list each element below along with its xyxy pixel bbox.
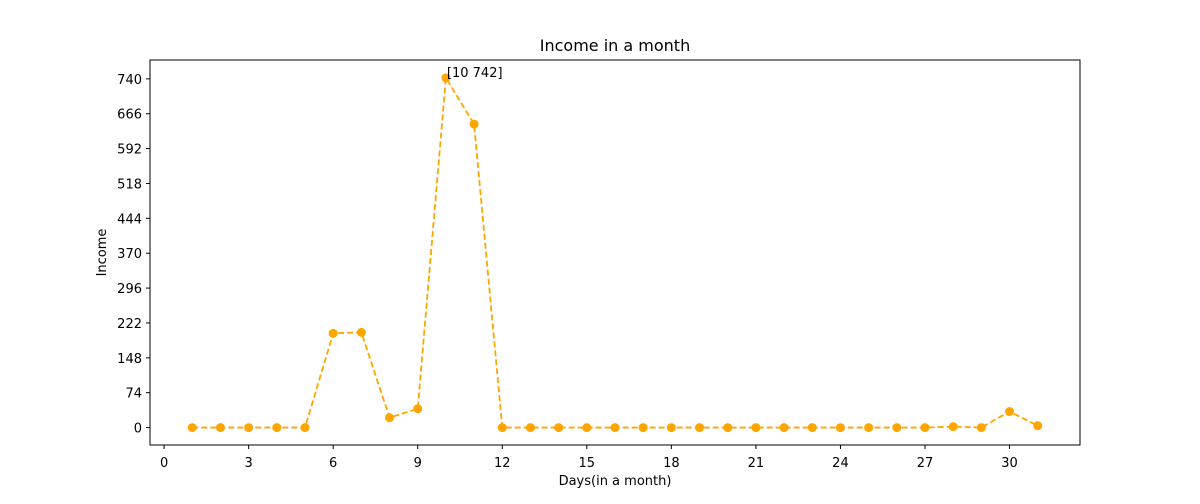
data-point — [272, 423, 282, 433]
data-point — [244, 423, 254, 433]
data-point — [835, 423, 845, 433]
data-point — [638, 423, 648, 433]
x-tick-label: 15 — [579, 456, 596, 471]
data-point — [525, 423, 535, 433]
y-tick-label: 296 — [117, 282, 142, 297]
data-point — [356, 327, 366, 337]
y-tick-label: 666 — [117, 108, 142, 123]
data-point — [215, 423, 225, 433]
plot-frame — [149, 59, 1081, 446]
x-tick-label: 3 — [244, 456, 252, 471]
data-point — [723, 423, 733, 433]
data-point — [497, 423, 507, 433]
data-point — [554, 423, 564, 433]
y-tick-label: 370 — [117, 247, 142, 262]
data-point — [441, 73, 451, 83]
y-axis-label: Income — [95, 229, 110, 277]
data-point — [864, 423, 874, 433]
x-tick-label: 12 — [494, 456, 511, 471]
data-layer: [10 742] — [187, 66, 1043, 433]
ticks-layer: 0 3 6 9 12 15 18 21 24 27 30 0 74 148 222 296 370 444 518 5… — [117, 73, 1018, 471]
chart-title: Income in a month — [540, 36, 690, 55]
x-tick-label: 18 — [663, 456, 680, 471]
data-point — [779, 423, 789, 433]
data-point — [385, 413, 395, 423]
data-point — [976, 423, 986, 433]
data-point — [469, 119, 479, 129]
y-tick-label: 74 — [125, 387, 142, 402]
data-point — [610, 423, 620, 433]
x-tick-label: 24 — [832, 456, 849, 471]
data-point — [948, 422, 958, 432]
data-point — [920, 423, 930, 433]
y-tick-label: 592 — [117, 143, 142, 158]
y-tick-label: 0 — [134, 422, 142, 437]
y-tick-label: 444 — [117, 212, 142, 227]
data-point — [187, 423, 197, 433]
x-tick-label: 6 — [329, 456, 337, 471]
y-tick-label: 740 — [117, 73, 142, 88]
y-tick-label: 518 — [117, 177, 142, 192]
x-tick-label: 0 — [160, 456, 168, 471]
data-point — [1033, 421, 1043, 431]
x-tick-label: 21 — [748, 456, 765, 471]
peak-annotation: [10 742] — [447, 66, 503, 81]
data-point — [582, 423, 592, 433]
x-tick-label: 9 — [414, 456, 422, 471]
x-axis-label: Days(in a month) — [559, 474, 672, 489]
data-point — [695, 423, 705, 433]
data-point — [413, 404, 423, 414]
data-point — [666, 423, 676, 433]
data-point — [751, 423, 761, 433]
data-point — [892, 423, 902, 433]
y-tick-label: 222 — [117, 317, 142, 332]
y-tick-label: 148 — [117, 352, 142, 367]
x-tick-label: 30 — [1001, 456, 1018, 471]
x-tick-label: 27 — [917, 456, 934, 471]
data-point — [1005, 407, 1015, 417]
data-point — [807, 423, 817, 433]
data-point — [300, 423, 310, 433]
data-point — [328, 328, 338, 338]
